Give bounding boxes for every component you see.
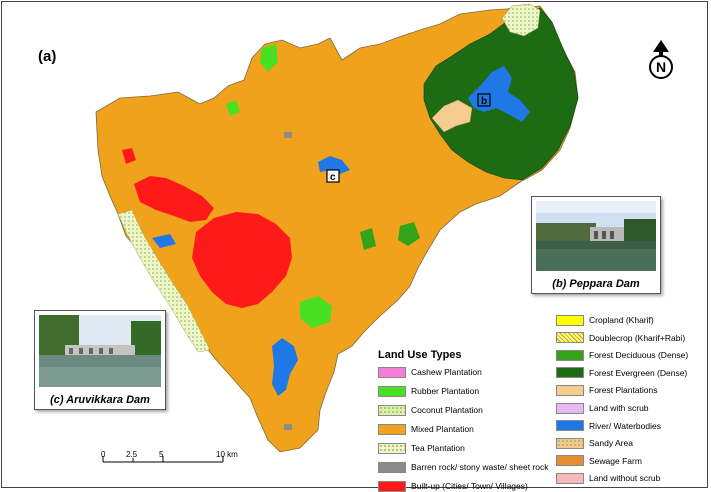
legend-swatch bbox=[378, 480, 406, 492]
legend-left-item: Cashew Plantation bbox=[378, 366, 482, 378]
legend-label: Sandy Area bbox=[589, 438, 633, 449]
legend-swatch bbox=[378, 442, 406, 454]
legend-swatch bbox=[556, 314, 584, 326]
legend-label: Land with scrub bbox=[589, 403, 649, 413]
aruvikkara-dam-photo: (c) Aruvikkara Dam bbox=[34, 310, 166, 410]
legend-right-item: Cropland (Kharif) bbox=[556, 314, 654, 326]
legend-swatch bbox=[556, 367, 584, 379]
legend-left-item: Rubber Plantation bbox=[378, 385, 479, 397]
legend-label: Land without scrub bbox=[589, 473, 661, 484]
tea-plantation-top bbox=[501, 3, 541, 37]
built-up-nw bbox=[122, 148, 136, 164]
legend-label: Cashew Plantation bbox=[411, 367, 482, 377]
legend-right-item: River/ Waterbodies bbox=[556, 420, 661, 432]
panel-label: (a) bbox=[38, 48, 57, 65]
legend-label: Mixed Plantation bbox=[411, 424, 474, 434]
marker-b-label: b bbox=[481, 96, 487, 107]
west-water bbox=[152, 234, 176, 248]
marker-c-box bbox=[326, 169, 340, 183]
scale-bar bbox=[102, 456, 224, 463]
rubber-patch-west bbox=[226, 100, 240, 116]
legend-left-item: Built-up (Cities/ Town/ Villages) bbox=[378, 480, 528, 492]
legend-swatch bbox=[556, 472, 584, 484]
legend-swatch bbox=[556, 349, 584, 361]
legend-label: Cropland (Kharif) bbox=[589, 315, 654, 325]
barren-rock-patch-2 bbox=[284, 424, 292, 430]
legend-label: Rubber Plantation bbox=[411, 386, 480, 396]
deciduous-patch-2 bbox=[360, 228, 376, 250]
barren-rock-patch bbox=[284, 132, 292, 138]
legend-right-item: Land with scrub bbox=[556, 402, 649, 414]
legend-label: Barren rock/ stony waste/ sheet rock bbox=[411, 462, 549, 472]
scale-label-5: 5 bbox=[159, 450, 164, 459]
legend-label: Sewage Farm bbox=[589, 455, 642, 466]
north-arrow-icon: N bbox=[649, 40, 673, 79]
scale-label-2-5: 2.5 bbox=[126, 450, 138, 459]
aruvikkara-river bbox=[318, 156, 350, 174]
peppara-dam-caption: (b) Peppara Dam bbox=[552, 278, 640, 290]
legend-label: Forest Deciduous (Dense) bbox=[589, 350, 689, 361]
legend-swatch bbox=[556, 420, 584, 432]
built-up-west bbox=[134, 176, 214, 222]
legend-label: Built-up (Cities/ Town/ Villages) bbox=[411, 481, 528, 491]
legend-swatch bbox=[378, 461, 406, 473]
legend-label: Tea Plantation bbox=[411, 443, 465, 453]
legend-right-item: Land without scrub bbox=[556, 472, 660, 484]
legend-swatch bbox=[378, 423, 406, 435]
built-up-city bbox=[192, 212, 292, 308]
aruvikkara-dam-image bbox=[39, 315, 161, 387]
legend-swatch bbox=[378, 404, 406, 416]
legend-right-item: Forest Deciduous (Dense) bbox=[556, 349, 688, 361]
scale-label-0: 0 bbox=[101, 450, 106, 459]
aruvikkara-dam-caption: (c) Aruvikkara Dam bbox=[50, 394, 150, 406]
legend-right-item: Doublecrop (Kharif+Rabi) bbox=[556, 332, 685, 344]
marker-b-box bbox=[477, 93, 491, 107]
legend-left-item: Barren rock/ stony waste/ sheet rock bbox=[378, 461, 548, 473]
legend-label: Coconut Plantation bbox=[411, 405, 483, 415]
legend-swatch bbox=[556, 455, 584, 467]
scale-label-10km: 10 km bbox=[216, 450, 238, 459]
legend-label: Doublecrop (Kharif+Rabi) bbox=[589, 332, 686, 343]
legend-label: Forest Plantations bbox=[589, 385, 658, 396]
north-arrow-letter: N bbox=[656, 59, 666, 75]
legend-right-item: Forest Evergreen (Dense) bbox=[556, 367, 687, 379]
peppara-dam-image bbox=[536, 201, 656, 271]
rubber-patch-east bbox=[300, 296, 332, 328]
legend-title: Land Use Types bbox=[378, 349, 462, 361]
marker-c-label: c bbox=[330, 172, 336, 183]
coastal-coconut-strip bbox=[117, 209, 211, 353]
legend-swatch bbox=[556, 384, 584, 396]
legend-label: Forest Evergreen (Dense) bbox=[589, 367, 688, 378]
south-reservoir bbox=[272, 338, 298, 396]
forest-plantation-patch bbox=[431, 99, 473, 133]
legend-right-item: Sandy Area bbox=[556, 437, 633, 449]
peppara-dam-photo: (b) Peppara Dam bbox=[531, 196, 661, 294]
legend-swatch bbox=[556, 437, 584, 449]
legend-left-item: Coconut Plantation bbox=[378, 404, 483, 416]
legend-label: River/ Waterbodies bbox=[589, 420, 661, 431]
legend-right-item: Sewage Farm bbox=[556, 455, 642, 467]
legend-swatch bbox=[378, 385, 406, 397]
legend-swatch bbox=[378, 366, 406, 378]
legend-swatch bbox=[556, 332, 584, 344]
peppara-reservoir bbox=[468, 66, 530, 122]
legend-left-item: Tea Plantation bbox=[378, 442, 465, 454]
rubber-patch-north bbox=[260, 44, 278, 72]
legend-swatch bbox=[556, 402, 584, 414]
legend-left-item: Mixed Plantation bbox=[378, 423, 474, 435]
legend-right-item: Forest Plantations bbox=[556, 384, 658, 396]
deciduous-patch bbox=[398, 222, 420, 246]
